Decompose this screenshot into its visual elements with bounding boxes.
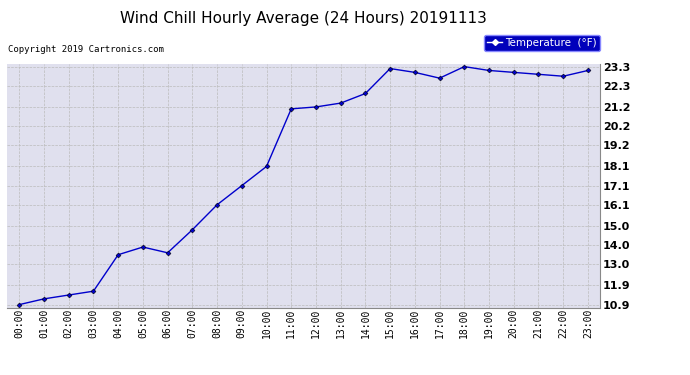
Text: Copyright 2019 Cartronics.com: Copyright 2019 Cartronics.com [8,45,164,54]
Legend: Temperature  (°F): Temperature (°F) [484,34,600,51]
Text: Wind Chill Hourly Average (24 Hours) 20191113: Wind Chill Hourly Average (24 Hours) 201… [120,11,487,26]
